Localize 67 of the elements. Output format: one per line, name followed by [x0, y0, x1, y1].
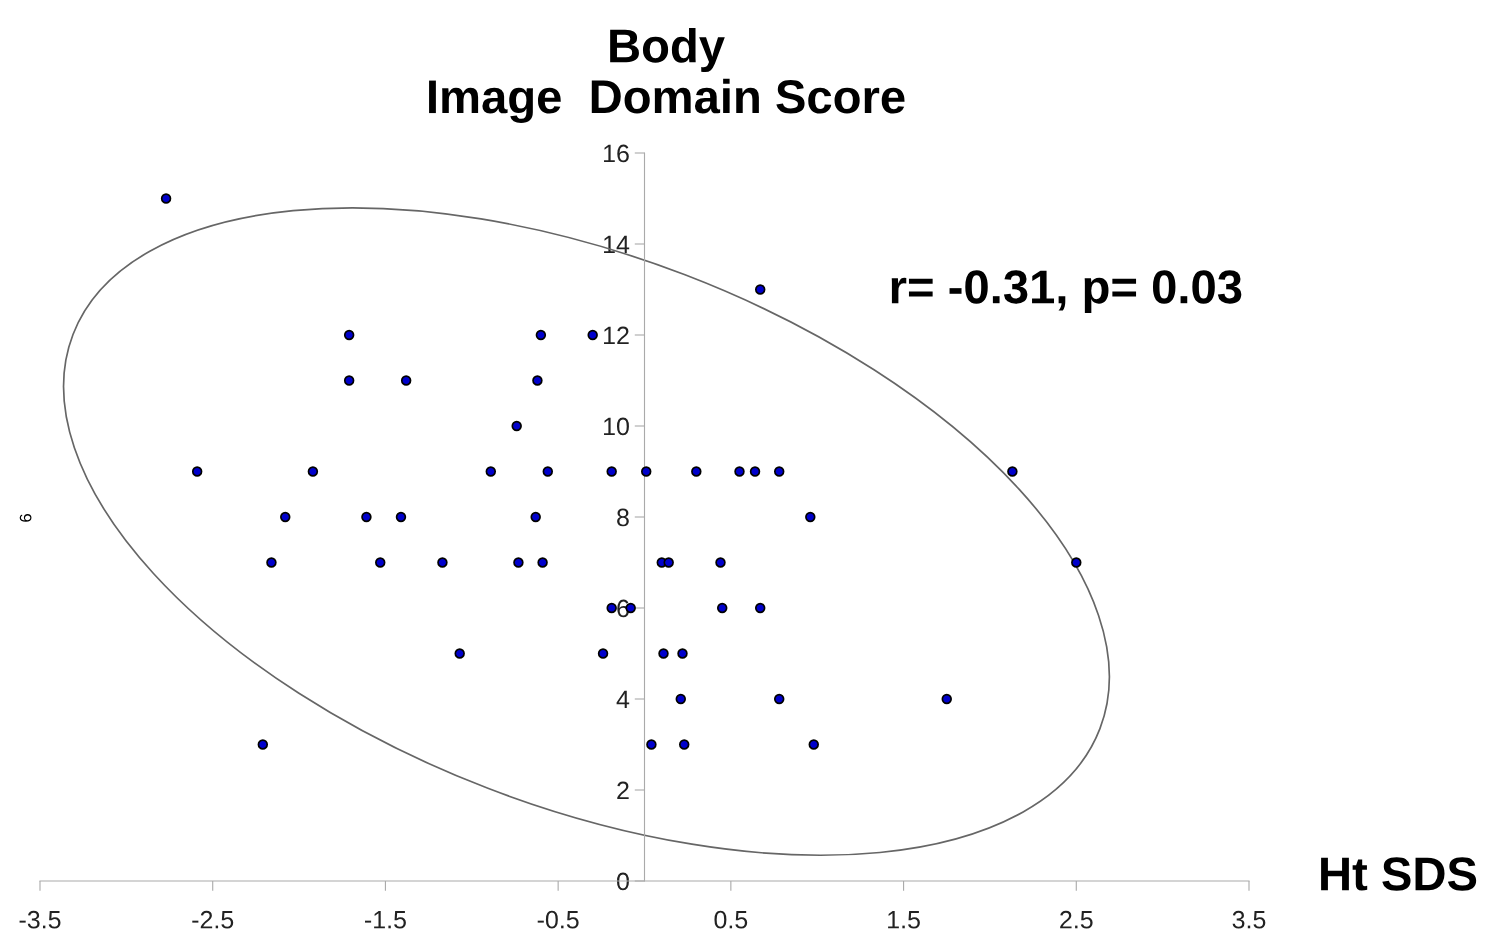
point [266, 557, 277, 568]
point [773, 693, 785, 705]
point [606, 602, 617, 614]
point [691, 466, 702, 477]
point [511, 420, 522, 432]
point [808, 739, 819, 750]
point [542, 466, 554, 477]
annotation: r= -0.31, p= 0.03 [891, 270, 1242, 314]
point [530, 511, 541, 523]
point [658, 648, 669, 659]
x-tick-label: 0.5 [714, 910, 748, 929]
x-axis-title: Ht SDS [1321, 857, 1477, 891]
point [715, 557, 726, 568]
point [1007, 466, 1018, 477]
point [663, 557, 674, 568]
x-tick-label: 2.5 [1060, 910, 1093, 929]
x-tick-label: -3.5 [19, 910, 61, 929]
x-tick-label: 3.5 [1232, 910, 1266, 929]
point [1071, 557, 1082, 568]
point [749, 466, 761, 477]
point [646, 739, 657, 750]
point [532, 375, 543, 386]
point [160, 193, 172, 204]
y-tick-label: 2 [617, 781, 629, 800]
point [537, 557, 548, 568]
point [941, 693, 952, 705]
y-tick-label: 10 [604, 417, 629, 436]
point [773, 466, 785, 477]
point [343, 375, 355, 386]
point [343, 329, 355, 341]
point [641, 466, 652, 477]
y-tick-label: 0 [616, 872, 629, 891]
point [513, 557, 524, 568]
point [257, 739, 269, 750]
point [675, 693, 686, 705]
x-tick-label: 1.5 [888, 911, 920, 929]
y-axis-title: 6 [19, 514, 32, 522]
point [754, 602, 766, 614]
chart-title: Body Image Domain Score [429, 27, 905, 124]
point [597, 648, 609, 659]
point [754, 284, 766, 295]
point [375, 557, 386, 568]
point [361, 511, 372, 523]
point [400, 375, 412, 386]
x-tick-label: -1.5 [365, 911, 406, 929]
point [280, 511, 291, 523]
y-tick-label: 8 [617, 508, 629, 527]
y-tick-label: 4 [616, 690, 630, 709]
point [805, 511, 816, 523]
point [437, 557, 448, 568]
point [535, 329, 547, 341]
point [485, 466, 497, 477]
point [677, 648, 688, 659]
point [395, 511, 407, 523]
point [587, 329, 598, 341]
point [454, 648, 465, 659]
point [606, 466, 617, 477]
point [307, 466, 319, 477]
y-tick-label: 14 [604, 235, 630, 254]
point [191, 466, 203, 477]
point [716, 602, 728, 614]
point [678, 739, 690, 750]
x-tick-label: -2.5 [192, 910, 234, 929]
point [734, 466, 745, 477]
x-tick-label: -0.5 [537, 910, 579, 929]
y-tick-label: 12 [604, 326, 629, 345]
y-tick-label: 16 [604, 144, 629, 163]
